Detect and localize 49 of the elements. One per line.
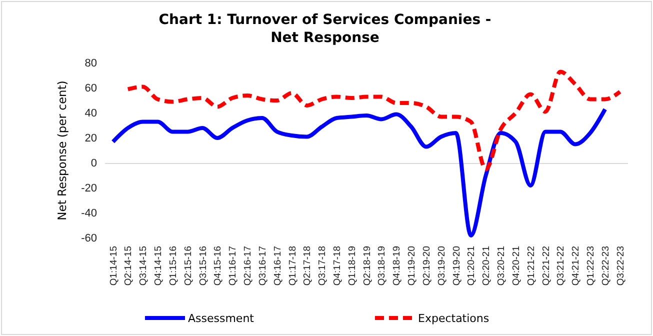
x-tick-label: Q2:19-20 — [421, 246, 432, 286]
y-tick-label: -40 — [81, 208, 97, 220]
x-tick-label: Q3:16-17 — [257, 246, 268, 286]
x-tick-label: Q1:16-17 — [228, 246, 239, 286]
x-tick-label: Q3:15-16 — [198, 246, 209, 286]
x-tick-label: Q4:18-19 — [392, 246, 403, 286]
x-tick-label: Q4:14-15 — [153, 246, 164, 286]
x-tick-label: Q2:17-18 — [302, 246, 314, 286]
x-tick-label: Q3:14-15 — [138, 246, 150, 286]
x-tick-label: Q2:20-21 — [481, 246, 492, 286]
x-tick-label: Q3:20-21 — [496, 246, 508, 286]
y-axis-title: Net Response (per cent) — [55, 80, 69, 220]
y-tick-label: 40 — [84, 108, 97, 120]
x-tick-label: Q2:16-17 — [242, 246, 254, 286]
y-tick-label: 60 — [84, 82, 97, 95]
x-tick-label: Q1:18-19 — [346, 246, 358, 286]
chart-title: Chart 1: Turnover of Services Companies - Net Response — [158, 12, 492, 46]
y-tick-label: 0 — [90, 158, 97, 170]
x-tick-label: Q1:14-15 — [108, 246, 120, 286]
y-tick-label: -60 — [81, 232, 97, 245]
x-tick-label: Q4:20-21 — [510, 246, 522, 286]
x-tick-label: Q2:18-19 — [362, 246, 373, 286]
legend-label: Assessment — [188, 312, 255, 325]
legend-label: Expectations — [418, 312, 490, 325]
x-tick-label: Q1:22-23 — [586, 246, 596, 286]
x-tick-label: Q3:22-23 — [615, 246, 626, 286]
x-tick-label: Q3:21-22 — [556, 246, 567, 286]
y-tick-label: -20 — [81, 182, 97, 195]
x-tick-label: Q4:15-16 — [212, 246, 224, 286]
x-tick-label: Q4:21-22 — [570, 246, 582, 286]
x-tick-label: Q1:20-21 — [466, 246, 478, 286]
x-tick-label: Q2:14-15 — [123, 246, 134, 286]
x-tick-label: Q4:19-20 — [451, 246, 462, 286]
x-tick-label: Q2:15-16 — [182, 246, 194, 286]
x-tick-label: Q4:16-17 — [272, 246, 284, 286]
x-tick-label: Q1:21-22 — [526, 246, 537, 286]
line-series — [126, 70, 622, 172]
line-series — [111, 107, 608, 238]
x-tick-label: Q1:19-20 — [406, 246, 418, 286]
x-tick-label: Q1:17-18 — [287, 246, 298, 286]
x-tick-label: Q1:15-16 — [168, 246, 179, 286]
x-tick-label: Q3:17-18 — [317, 246, 328, 286]
x-tick-label: Q3:18-19 — [376, 246, 388, 286]
x-tick-label: Q3:19-20 — [436, 246, 448, 286]
x-tick-label: Q2:21-22 — [540, 246, 552, 286]
x-tick-label: Q4:17-18 — [332, 246, 343, 286]
x-tick-label: Q2:22-23 — [600, 246, 612, 286]
y-tick-label: 80 — [84, 58, 97, 70]
y-tick-label: 20 — [84, 132, 97, 145]
